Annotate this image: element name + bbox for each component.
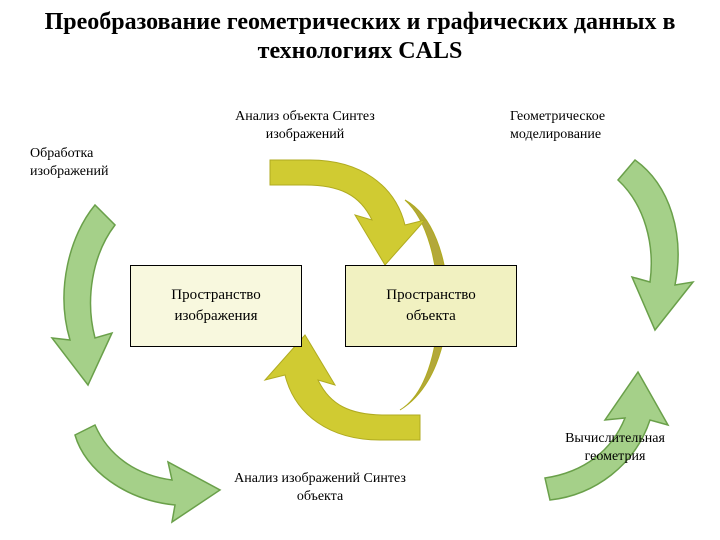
panel-left-line2: изображения	[175, 306, 258, 327]
panel-image-space: Пространство изображения	[130, 265, 302, 347]
label-analysis-synthesis-bottom: Анализ изображений Синтез объекта	[210, 470, 430, 505]
page-title: Преобразование геометрических и графичес…	[0, 8, 720, 66]
label-image-processing: Обработка изображений	[30, 145, 140, 180]
panel-right-line1: Пространство	[386, 285, 475, 306]
panel-left-line1: Пространство	[171, 285, 260, 306]
panel-right-line2: объекта	[406, 306, 456, 327]
panel-object-space: Пространство объекта	[345, 265, 517, 347]
label-geometric-modeling: Геометрическое моделирование	[510, 108, 650, 143]
label-analysis-synthesis-top: Анализ объекта Синтез изображений	[210, 108, 400, 143]
label-computational-geometry: Вычислительная геометрия	[540, 430, 690, 465]
